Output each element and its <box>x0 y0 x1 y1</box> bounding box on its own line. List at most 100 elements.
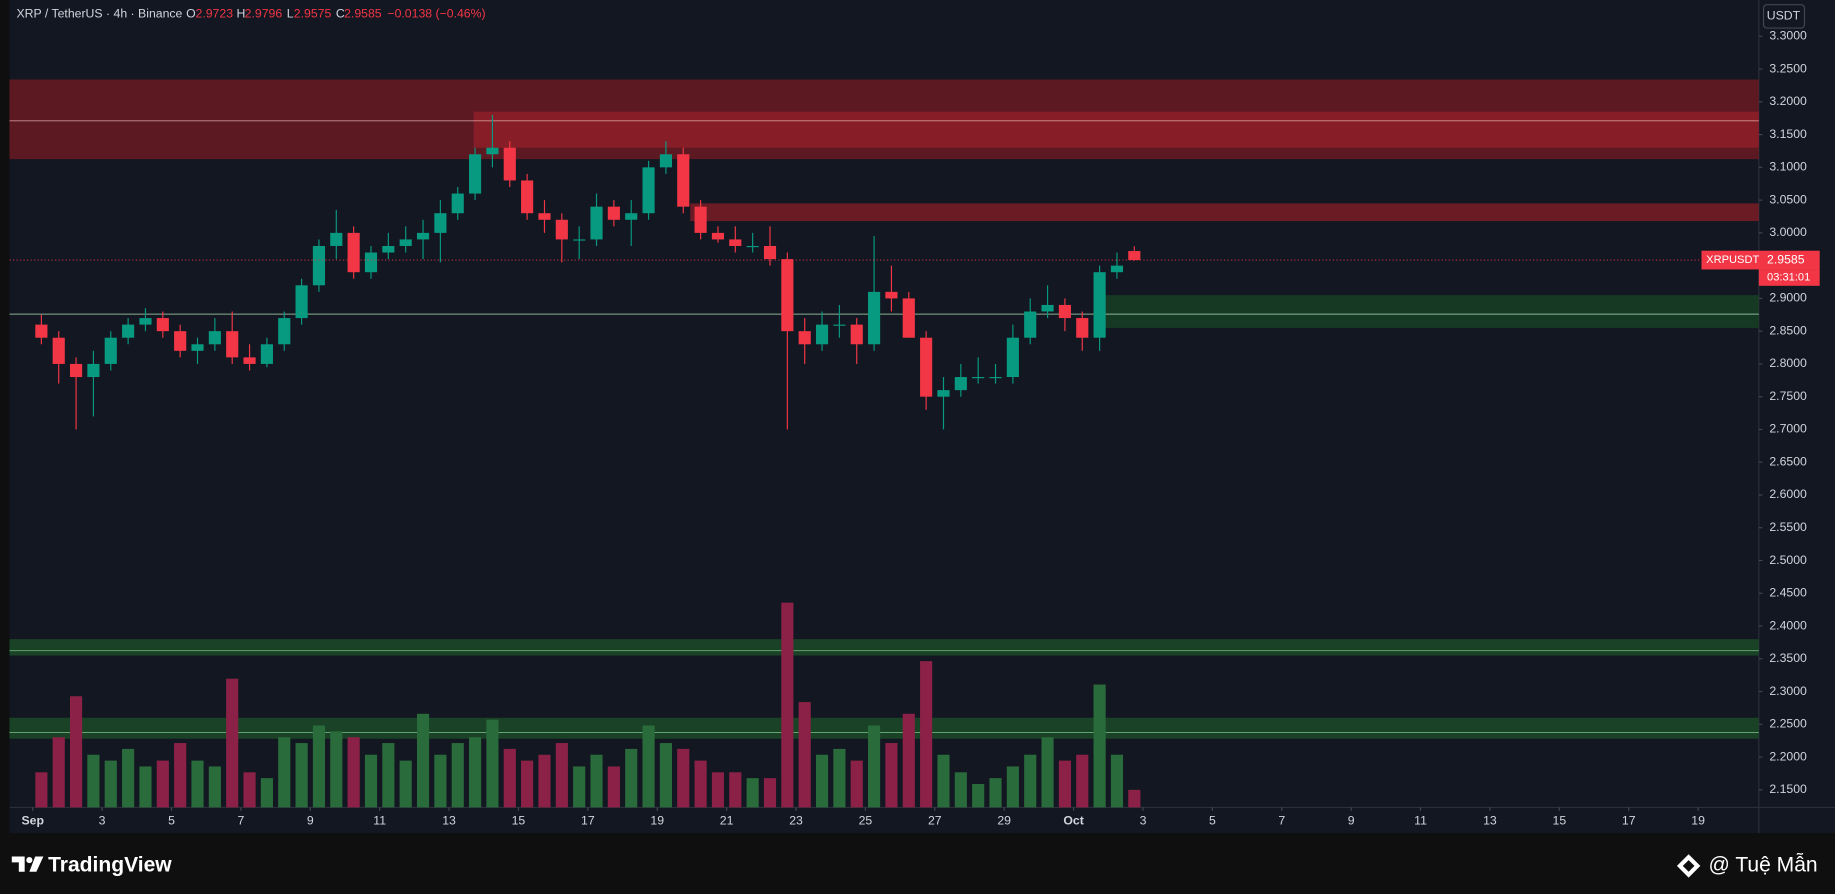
y-tick-label: 2.1500 <box>1769 782 1807 796</box>
candle-body <box>868 291 881 345</box>
candle-body <box>87 363 100 378</box>
volume-bar <box>1128 789 1141 808</box>
candle-body <box>347 232 360 273</box>
ohlc-value: 2.9585 <box>344 6 382 20</box>
candle-body <box>295 285 308 319</box>
candle-body <box>434 213 447 233</box>
brand-logo <box>11 856 44 872</box>
candle-body <box>1128 251 1141 261</box>
volume-bar <box>486 719 499 808</box>
candle-body <box>590 206 603 240</box>
volume-bar <box>278 737 291 808</box>
candle-body <box>521 180 534 214</box>
price-change: −0.0138 (−0.46%) <box>387 6 485 20</box>
currency-box[interactable] <box>1762 4 1806 29</box>
volume-bar <box>295 743 308 808</box>
candle-body <box>555 219 568 240</box>
y-tick-label: 3.0000 <box>1769 225 1807 239</box>
volume-bar <box>434 754 447 808</box>
candle-body <box>815 324 829 345</box>
volume-bar <box>52 737 65 808</box>
volume-bar <box>815 754 829 808</box>
logo-shape <box>29 856 44 872</box>
candle-body <box>260 344 273 364</box>
x-tick-label: 3 <box>1140 814 1147 828</box>
volume-bar <box>573 766 586 808</box>
price-label-box <box>1701 250 1820 270</box>
x-tick-label: 9 <box>307 814 314 828</box>
candle-body <box>833 324 846 326</box>
x-tick-label: 7 <box>237 814 244 828</box>
volume-bar <box>694 760 707 808</box>
y-tick-label: 3.3000 <box>1769 29 1807 43</box>
ohlc-value: 2.9723 <box>196 6 234 20</box>
x-tick-label: 19 <box>650 814 664 828</box>
candle-body <box>312 245 326 286</box>
volume-bar <box>1024 754 1037 808</box>
ohlc-key: O <box>186 6 196 20</box>
volume-bar <box>850 760 863 808</box>
candle-body <box>677 154 690 207</box>
volume-bar <box>746 778 759 808</box>
brand-name: TradingView <box>48 853 172 876</box>
time-axis <box>9 807 1759 834</box>
candle-body <box>278 318 291 345</box>
volume-bar <box>868 725 881 808</box>
volume-bar <box>521 760 534 808</box>
volume-bar <box>399 760 412 808</box>
x-tick-label: Oct <box>1063 814 1083 828</box>
x-tick-label: 13 <box>1483 814 1497 828</box>
x-tick-label: 11 <box>1414 814 1427 828</box>
author: @ Tuệ Mẫn <box>1709 853 1818 876</box>
x-tick-label: 15 <box>1553 814 1567 828</box>
volume-bar <box>87 754 100 808</box>
y-tick-label: 2.5000 <box>1769 553 1807 567</box>
zone <box>9 639 1759 656</box>
ohlc-value: 2.9575 <box>294 6 332 20</box>
candle-body <box>989 377 1002 379</box>
volume-bar <box>451 743 464 808</box>
volume-bar <box>989 778 1002 808</box>
volume-bar <box>104 760 117 808</box>
candle-body <box>139 318 152 325</box>
candle-body <box>625 213 638 220</box>
candle-body <box>451 193 464 214</box>
y-tick-label: 2.6000 <box>1769 487 1807 501</box>
volume-bar <box>347 737 360 808</box>
candle-body <box>104 337 117 364</box>
y-tick-label: 3.2000 <box>1769 94 1807 108</box>
volume-bar <box>607 766 620 808</box>
x-tick-label: 13 <box>442 814 456 828</box>
volume-bar <box>954 772 967 808</box>
candle-body <box>122 324 135 338</box>
volume-bar <box>469 737 482 808</box>
candle-body <box>937 390 950 397</box>
volume-bar <box>174 743 187 808</box>
y-tick-label: 2.6500 <box>1769 454 1807 468</box>
volume-bar <box>226 678 239 808</box>
y-tick-label: 2.3500 <box>1769 651 1807 665</box>
volume-bar <box>972 784 985 808</box>
volume-bar <box>122 748 135 808</box>
candle-body <box>226 331 239 358</box>
x-tick-label: 3 <box>99 814 106 828</box>
zones <box>9 79 1759 739</box>
volume-bar <box>243 772 256 808</box>
countdown: 03:31:01 <box>1767 272 1810 284</box>
candle-body <box>486 147 499 155</box>
candle-body <box>972 377 985 379</box>
candle-body <box>711 232 725 240</box>
candle-body <box>191 344 204 351</box>
x-tick-label: 23 <box>789 814 803 828</box>
candle-body <box>52 337 65 364</box>
zone <box>473 111 1759 148</box>
candle-body <box>763 245 777 260</box>
volume-bar <box>35 772 48 808</box>
y-tick-label: 2.4500 <box>1769 586 1807 600</box>
x-tick-label: 29 <box>997 814 1011 828</box>
volume-bar <box>382 743 395 808</box>
volume-bar <box>555 743 568 808</box>
candle-body <box>694 206 707 233</box>
volume-bar <box>330 731 343 808</box>
